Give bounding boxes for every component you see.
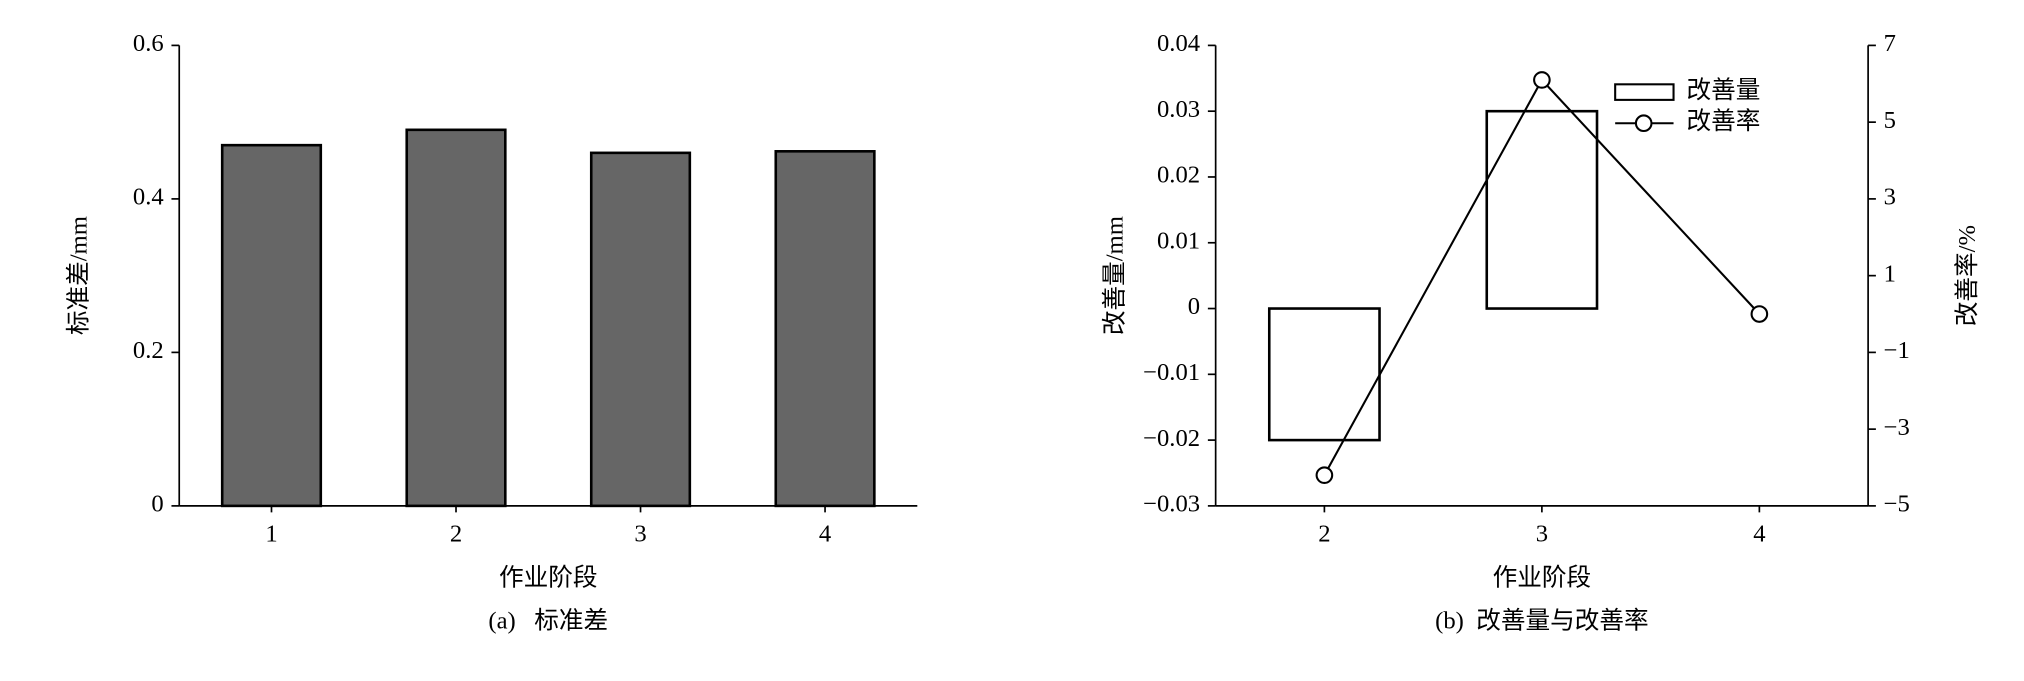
y-tick-label: 0.6	[133, 30, 164, 57]
x-tick-label: 4	[1753, 520, 1765, 547]
y2-tick-label: −3	[1884, 414, 1910, 441]
y-tick-label: 0.04	[1157, 30, 1200, 57]
y2-tick-label: 1	[1884, 260, 1896, 287]
y-axis-label: 改善量/mm	[1101, 216, 1129, 335]
caption: (b) 改善量与改善率	[1435, 606, 1648, 634]
y-tick-label: −0.03	[1143, 491, 1200, 518]
bar	[589, 151, 692, 508]
marker	[1750, 305, 1769, 323]
marker	[1533, 71, 1551, 89]
legend-label: 改善率	[1687, 107, 1761, 135]
y-tick-label: 0.02	[1157, 162, 1200, 189]
y-tick-label: 0.03	[1157, 96, 1200, 123]
x-tick-label: 4	[819, 520, 831, 547]
y2-tick-label: 7	[1884, 30, 1896, 57]
marker	[1315, 466, 1334, 485]
y2-tick-label: −1	[1884, 337, 1910, 364]
y-axis-label: 标准差/mm	[64, 216, 92, 335]
y-tick-label: −0.02	[1143, 425, 1200, 452]
bar	[774, 150, 876, 508]
bar	[220, 143, 323, 508]
caption: (a) 标准差	[488, 606, 608, 634]
x-tick-label: 1	[265, 520, 277, 547]
bar	[1485, 109, 1599, 310]
x-tick-label: 3	[634, 520, 646, 547]
y2-tick-label: 3	[1884, 184, 1896, 211]
x-axis-label: 作业阶段	[1493, 563, 1592, 591]
y2-tick-label: −5	[1884, 491, 1910, 518]
y-tick-label: 0.2	[133, 337, 164, 364]
x-axis-label: 作业阶段	[499, 563, 598, 591]
y-tick-label: 0.01	[1157, 227, 1200, 254]
x-tick-label: 2	[450, 520, 462, 547]
x-tick-label: 2	[1318, 520, 1330, 547]
y-tick-label: 0	[151, 491, 163, 518]
y-tick-label: −0.01	[1143, 359, 1200, 386]
legend-label: 改善量	[1687, 76, 1761, 104]
y2-tick-label: 5	[1884, 107, 1896, 134]
y2-axis-label: 改善率/%	[1953, 225, 1981, 326]
y-tick-label: 0	[1188, 293, 1200, 320]
x-tick-label: 3	[1536, 520, 1548, 547]
legend-swatch	[1614, 83, 1675, 101]
bar	[1267, 307, 1381, 442]
y-tick-label: 0.4	[133, 184, 164, 211]
bar	[405, 128, 507, 508]
legend-marker	[1634, 114, 1653, 133]
